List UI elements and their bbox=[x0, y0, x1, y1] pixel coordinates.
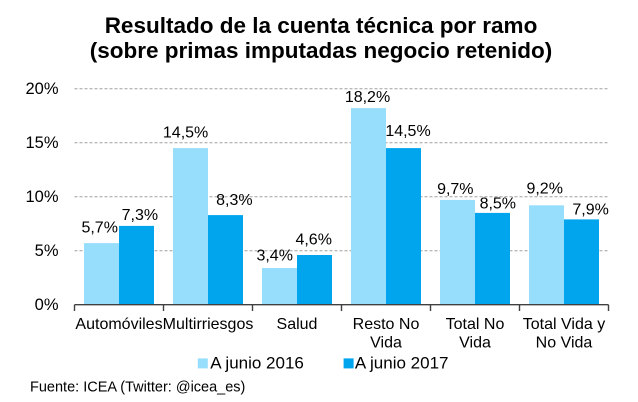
svg-text:14,5%: 14,5% bbox=[385, 123, 430, 140]
svg-text:10%: 10% bbox=[25, 188, 58, 206]
svg-text:A junio 2016: A junio 2016 bbox=[210, 353, 304, 372]
svg-text:Fuente: ICEA (Twitter: @icea_e: Fuente: ICEA (Twitter: @icea_es) bbox=[30, 380, 245, 396]
svg-text:8,3%: 8,3% bbox=[216, 192, 252, 209]
svg-text:7,9%: 7,9% bbox=[572, 202, 608, 219]
svg-text:Multirriesgos: Multirriesgos bbox=[163, 316, 254, 333]
svg-text:20%: 20% bbox=[25, 80, 58, 98]
svg-text:3,4%: 3,4% bbox=[256, 248, 292, 265]
svg-text:9,2%: 9,2% bbox=[526, 180, 562, 197]
svg-text:A junio 2017: A junio 2017 bbox=[355, 353, 449, 372]
svg-text:5%: 5% bbox=[35, 242, 59, 260]
svg-text:0%: 0% bbox=[35, 296, 59, 314]
svg-text:Resto No: Resto No bbox=[353, 316, 420, 333]
svg-text:18,2%: 18,2% bbox=[345, 89, 390, 106]
svg-text:Resultado de la cuenta técnica: Resultado de la cuenta técnica por ramo bbox=[105, 13, 538, 38]
svg-text:Vida: Vida bbox=[459, 335, 491, 352]
svg-text:14,5%: 14,5% bbox=[163, 124, 208, 141]
svg-text:7,3%: 7,3% bbox=[122, 207, 158, 224]
svg-text:Automóviles: Automóviles bbox=[75, 316, 162, 333]
svg-text:8,5%: 8,5% bbox=[480, 195, 516, 212]
svg-text:15%: 15% bbox=[25, 134, 58, 152]
svg-text:Total Vida y: Total Vida y bbox=[523, 316, 605, 333]
svg-text:9,7%: 9,7% bbox=[437, 181, 473, 198]
svg-text:Total No: Total No bbox=[446, 316, 505, 333]
svg-text:(sobre primas imputadas negoci: (sobre primas imputadas negocio retenido… bbox=[90, 38, 553, 63]
svg-text:No Vida: No Vida bbox=[536, 335, 593, 352]
svg-text:4,6%: 4,6% bbox=[295, 232, 331, 249]
svg-text:Salud: Salud bbox=[277, 316, 318, 333]
svg-text:5,7%: 5,7% bbox=[81, 220, 117, 237]
svg-text:Vida: Vida bbox=[370, 335, 402, 352]
